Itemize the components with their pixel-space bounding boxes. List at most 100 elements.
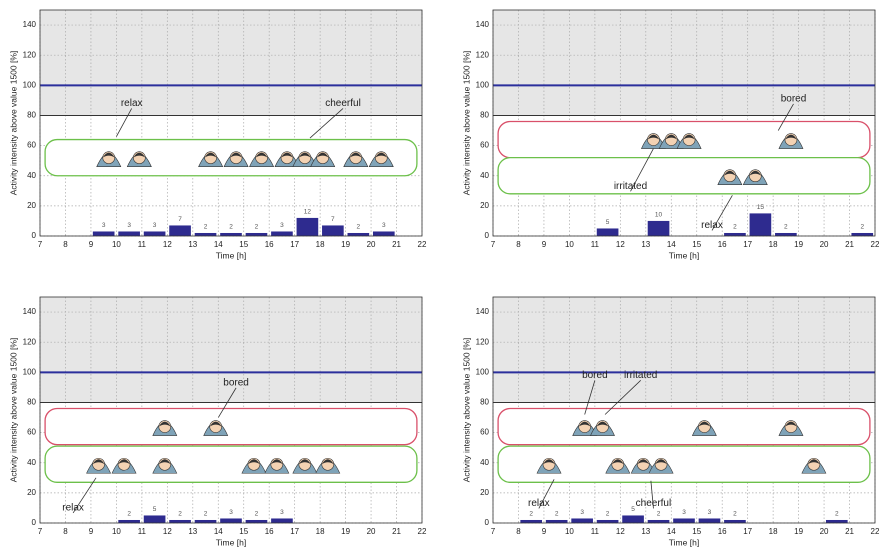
value-label: 3 bbox=[127, 222, 131, 229]
y-tick-label: 140 bbox=[23, 307, 37, 316]
bar bbox=[571, 518, 593, 523]
annotation: irritated bbox=[614, 181, 647, 192]
x-tick-label: 7 bbox=[38, 240, 43, 249]
x-tick-label: 10 bbox=[565, 240, 574, 249]
x-tick-label: 21 bbox=[392, 240, 401, 249]
x-tick-label: 9 bbox=[89, 240, 94, 249]
bar bbox=[724, 233, 746, 236]
x-tick-label: 20 bbox=[820, 527, 829, 536]
x-tick-label: 15 bbox=[692, 527, 701, 536]
y-tick-label: 80 bbox=[27, 398, 36, 407]
y-tick-label: 20 bbox=[27, 488, 36, 497]
x-tick-label: 15 bbox=[239, 240, 248, 249]
bar bbox=[775, 233, 797, 236]
shaded-region bbox=[40, 10, 422, 115]
value-label: 3 bbox=[580, 509, 584, 516]
bar bbox=[520, 520, 542, 523]
y-tick-label: 120 bbox=[23, 337, 37, 346]
bar bbox=[546, 520, 568, 523]
y-axis-label: Activity intensity above value 1500 [%] bbox=[461, 51, 471, 196]
bar bbox=[220, 233, 242, 236]
x-tick-label: 20 bbox=[820, 240, 829, 249]
value-label: 2 bbox=[733, 224, 737, 231]
x-tick-label: 19 bbox=[794, 240, 803, 249]
value-label: 2 bbox=[784, 224, 788, 231]
x-tick-label: 11 bbox=[138, 527, 147, 536]
bar bbox=[724, 520, 746, 523]
x-tick-label: 15 bbox=[692, 240, 701, 249]
value-label: 2 bbox=[606, 511, 610, 518]
value-label: 3 bbox=[708, 509, 712, 516]
value-label: 2 bbox=[733, 511, 737, 518]
x-tick-label: 18 bbox=[769, 527, 778, 536]
x-tick-label: 12 bbox=[616, 527, 625, 536]
x-tick-label: 16 bbox=[265, 240, 274, 249]
bar bbox=[169, 225, 191, 236]
annotation: bored bbox=[582, 370, 608, 381]
y-tick-label: 20 bbox=[27, 201, 36, 210]
y-tick-label: 20 bbox=[480, 488, 489, 497]
figure: 0204060801001201407891011121314151617181… bbox=[0, 0, 879, 548]
x-tick-label: 9 bbox=[542, 240, 547, 249]
bar bbox=[597, 228, 619, 236]
value-label: 3 bbox=[229, 509, 233, 516]
x-tick-label: 21 bbox=[845, 527, 854, 536]
y-axis-label: Activity intensity above value 1500 [%] bbox=[8, 338, 18, 483]
x-tick-label: 14 bbox=[667, 527, 676, 536]
bar bbox=[195, 520, 217, 523]
value-label: 7 bbox=[331, 216, 335, 223]
x-tick-label: 21 bbox=[392, 527, 401, 536]
x-axis-label: Time [h] bbox=[216, 537, 246, 547]
value-label: 3 bbox=[280, 509, 284, 516]
y-tick-label: 40 bbox=[480, 171, 489, 180]
value-label: 2 bbox=[178, 511, 182, 518]
value-label: 2 bbox=[255, 511, 259, 518]
y-tick-label: 40 bbox=[480, 458, 489, 467]
x-tick-label: 22 bbox=[418, 240, 427, 249]
x-tick-label: 8 bbox=[63, 240, 68, 249]
bar bbox=[373, 231, 395, 236]
annotation: relax bbox=[62, 503, 84, 514]
y-tick-label: 0 bbox=[485, 518, 490, 527]
value-label: 5 bbox=[153, 506, 157, 513]
bar bbox=[348, 233, 370, 236]
emotion-box bbox=[498, 408, 870, 444]
value-label: 3 bbox=[382, 222, 386, 229]
bar bbox=[622, 515, 644, 523]
x-axis-label: Time [h] bbox=[216, 250, 246, 260]
x-tick-label: 16 bbox=[718, 240, 727, 249]
x-tick-label: 20 bbox=[367, 527, 376, 536]
bar bbox=[144, 231, 166, 236]
y-tick-label: 0 bbox=[32, 231, 37, 240]
y-axis-label: Activity intensity above value 1500 [%] bbox=[461, 338, 471, 483]
value-label: 2 bbox=[229, 224, 233, 231]
bar bbox=[220, 518, 242, 523]
x-tick-label: 12 bbox=[163, 527, 172, 536]
x-tick-label: 8 bbox=[63, 527, 68, 536]
x-tick-label: 18 bbox=[769, 240, 778, 249]
annotation: relax bbox=[701, 220, 723, 231]
value-label: 2 bbox=[357, 224, 361, 231]
y-tick-label: 60 bbox=[27, 428, 36, 437]
x-tick-label: 12 bbox=[163, 240, 172, 249]
annotation: cheerful bbox=[636, 498, 672, 509]
bar bbox=[322, 225, 344, 236]
y-tick-label: 100 bbox=[23, 367, 37, 376]
x-tick-label: 17 bbox=[290, 527, 299, 536]
y-tick-label: 120 bbox=[476, 50, 490, 59]
bar bbox=[750, 213, 772, 236]
x-tick-label: 17 bbox=[290, 240, 299, 249]
x-tick-label: 11 bbox=[591, 240, 600, 249]
x-tick-label: 7 bbox=[38, 527, 43, 536]
shaded-region bbox=[493, 10, 875, 115]
y-tick-label: 20 bbox=[480, 201, 489, 210]
annotation: cheerful bbox=[325, 98, 361, 109]
bar bbox=[118, 520, 140, 523]
panel: 0204060801001201407891011121314151617181… bbox=[461, 297, 879, 547]
y-tick-label: 40 bbox=[27, 458, 36, 467]
value-label: 10 bbox=[655, 212, 663, 219]
x-tick-label: 10 bbox=[565, 527, 574, 536]
x-tick-label: 19 bbox=[341, 240, 350, 249]
